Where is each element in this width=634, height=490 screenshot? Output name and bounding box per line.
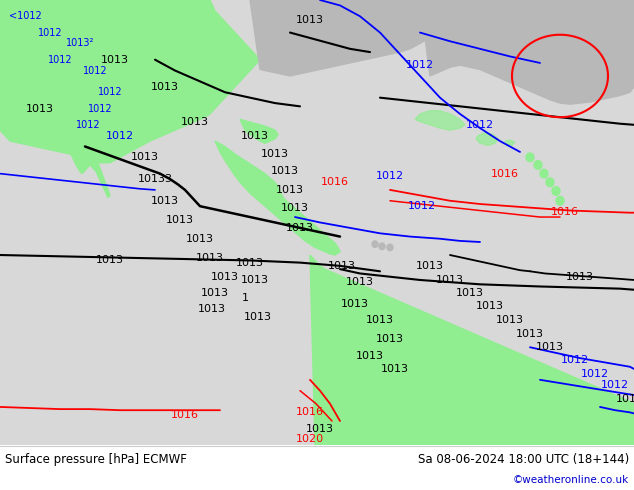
Circle shape <box>552 187 560 196</box>
Text: 1012: 1012 <box>601 380 629 390</box>
Text: 1013: 1013 <box>26 103 54 114</box>
Text: 1013: 1013 <box>536 342 564 352</box>
Circle shape <box>387 244 393 251</box>
Text: 1013: 1013 <box>416 261 444 271</box>
Text: 1016: 1016 <box>551 207 579 217</box>
Text: 10133: 10133 <box>138 174 172 184</box>
Text: 1013: 1013 <box>96 255 124 266</box>
Text: 1013: 1013 <box>201 288 229 298</box>
Text: 1012: 1012 <box>87 103 112 114</box>
Text: 1013: 1013 <box>244 312 272 322</box>
Text: 1013: 1013 <box>271 167 299 176</box>
Text: 1012: 1012 <box>106 131 134 141</box>
Text: 1013: 1013 <box>296 15 324 24</box>
Polygon shape <box>240 120 278 143</box>
Text: 1016: 1016 <box>491 169 519 179</box>
Text: 1013: 1013 <box>328 261 356 271</box>
Circle shape <box>540 169 548 178</box>
Polygon shape <box>476 132 498 146</box>
Text: 1013: 1013 <box>276 185 304 195</box>
Text: 1013: 1013 <box>186 234 214 244</box>
Text: 1013: 1013 <box>476 301 504 311</box>
Polygon shape <box>215 141 340 255</box>
Text: 1012: 1012 <box>581 369 609 379</box>
Circle shape <box>556 196 564 205</box>
Text: 1013: 1013 <box>516 329 544 339</box>
Text: 1013: 1013 <box>241 131 269 141</box>
Text: 1012: 1012 <box>376 171 404 181</box>
Text: 1013: 1013 <box>281 203 309 213</box>
Text: 1012: 1012 <box>406 60 434 70</box>
Text: 1012: 1012 <box>37 27 62 38</box>
Circle shape <box>526 153 534 162</box>
Polygon shape <box>310 255 634 445</box>
Text: 1013: 1013 <box>346 277 374 287</box>
Text: 1013: 1013 <box>151 82 179 92</box>
Polygon shape <box>420 0 634 104</box>
Text: 1013: 1013 <box>198 304 226 314</box>
Text: 1012: 1012 <box>75 120 100 130</box>
Text: 1013: 1013 <box>151 196 179 206</box>
Text: 1012: 1012 <box>466 120 494 130</box>
Text: 1013: 1013 <box>341 299 369 309</box>
Text: 1013: 1013 <box>241 275 269 285</box>
Text: 1013: 1013 <box>436 275 464 285</box>
Text: 1012: 1012 <box>98 87 122 97</box>
Text: 1012: 1012 <box>48 55 72 65</box>
Text: 1013: 1013 <box>211 272 239 282</box>
Polygon shape <box>68 130 110 197</box>
Text: 1013: 1013 <box>366 315 394 325</box>
Text: 1013: 1013 <box>286 223 314 233</box>
Text: 1012: 1012 <box>408 201 436 211</box>
Polygon shape <box>0 0 260 163</box>
Text: 1013: 1013 <box>566 272 594 282</box>
Text: 1013: 1013 <box>181 117 209 126</box>
Text: 1013: 1013 <box>261 149 289 159</box>
Text: ©weatheronline.co.uk: ©weatheronline.co.uk <box>513 475 629 485</box>
Text: 1013: 1013 <box>496 315 524 325</box>
Circle shape <box>534 161 542 169</box>
Polygon shape <box>505 140 515 146</box>
Text: 1013: 1013 <box>356 351 384 361</box>
Circle shape <box>379 243 385 249</box>
Circle shape <box>372 241 378 247</box>
Text: 1016: 1016 <box>321 177 349 187</box>
Text: 1013: 1013 <box>196 253 224 263</box>
Text: 1: 1 <box>242 294 249 303</box>
Text: 1013: 1013 <box>236 258 264 268</box>
Text: 1013: 1013 <box>306 424 334 434</box>
Circle shape <box>546 178 554 187</box>
Text: 1012: 1012 <box>561 355 589 365</box>
Text: 1020: 1020 <box>296 435 324 444</box>
Text: 1013: 1013 <box>376 334 404 343</box>
Polygon shape <box>250 0 450 76</box>
Text: 1016: 1016 <box>296 407 324 417</box>
Polygon shape <box>415 111 465 130</box>
Text: 1013: 1013 <box>131 152 159 162</box>
Text: 1013: 1013 <box>456 288 484 298</box>
Text: 1013: 1013 <box>166 215 194 225</box>
Text: Sa 08-06-2024 18:00 UTC (18+144): Sa 08-06-2024 18:00 UTC (18+144) <box>418 453 629 466</box>
Text: 1012: 1012 <box>82 66 107 75</box>
Text: Surface pressure [hPa] ECMWF: Surface pressure [hPa] ECMWF <box>5 453 187 466</box>
Text: <1012: <1012 <box>9 11 41 21</box>
Text: 1013: 1013 <box>381 364 409 374</box>
Text: 1013: 1013 <box>101 55 129 65</box>
Text: 1016: 1016 <box>171 410 199 419</box>
Text: 1013²: 1013² <box>66 38 94 49</box>
Text: 1013: 1013 <box>616 394 634 404</box>
